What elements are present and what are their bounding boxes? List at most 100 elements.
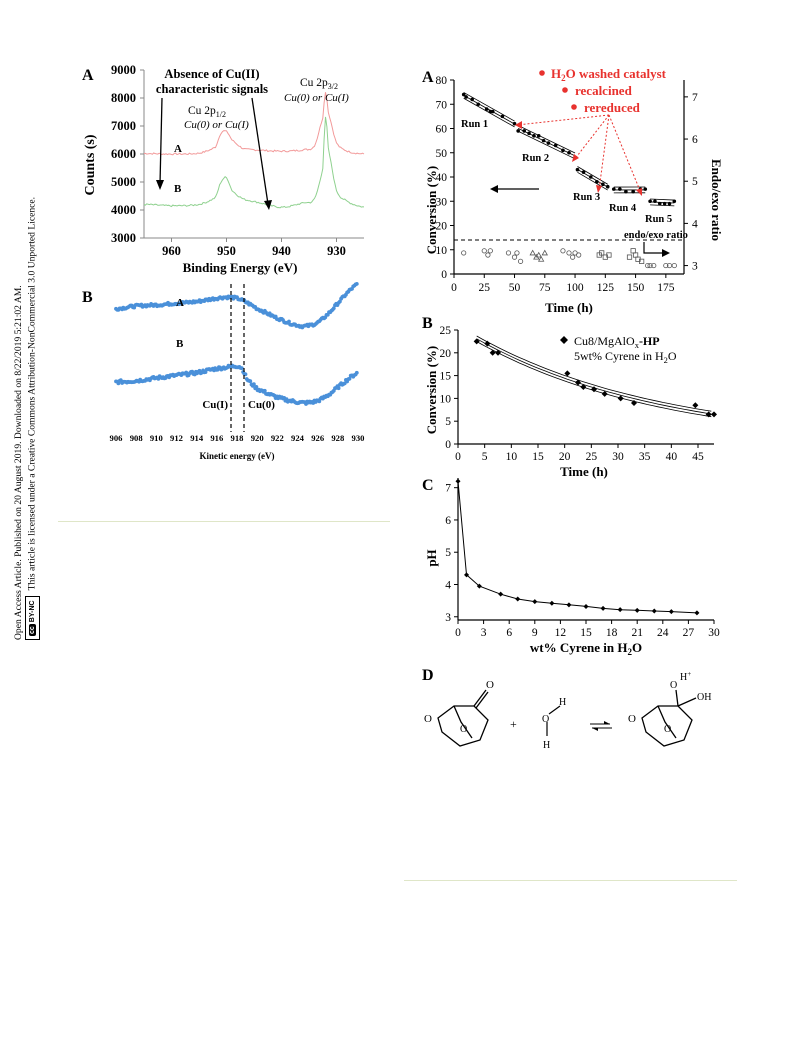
right-a-run-point: [516, 129, 520, 133]
right-a-run-point: [575, 167, 580, 172]
cc-by-nc-badge-icon[interactable]: ccBY-NC: [25, 596, 40, 640]
left-a-annot-2p32: Cu 2p3/2: [300, 77, 338, 91]
right-c-xticks: 0 3 6 9 12 15 18 21 24 27 30: [455, 620, 720, 639]
right-a-run-point: [595, 180, 599, 184]
right-a-letter: A: [422, 69, 434, 86]
cyrene-o-bridge: O: [460, 724, 467, 735]
left-a-arrow-1: [159, 97, 163, 185]
right-a-y2tick-label: 6: [692, 134, 698, 146]
right-c-ph-point: [694, 610, 700, 616]
left-a-xtick-label: 940: [272, 244, 291, 258]
right-b-point: [711, 411, 717, 418]
left-a-ytick-label: 5000: [111, 175, 136, 189]
right-b-letter: B: [422, 315, 433, 332]
right-b-xticks: 0 5 10 15 20 25 30 35 40 45: [455, 444, 704, 463]
right-a-y2tick-label: 3: [692, 261, 698, 273]
product-o-minus: O: [670, 680, 677, 691]
right-a-ylabel: Conversion (%): [424, 166, 439, 254]
right-a-run-point: [500, 114, 505, 119]
right-a-run-point: [532, 133, 536, 138]
right-c-xtick-label: 18: [606, 627, 618, 639]
right-a-run-point: [512, 121, 517, 126]
left-divider: [58, 521, 390, 522]
right-a-fit-line: [577, 166, 608, 185]
right-a-endo-exo-point: [570, 254, 576, 260]
right-c-xtick-label: 6: [506, 627, 512, 639]
right-b-point: [601, 390, 608, 397]
right-c-ph-point: [549, 600, 555, 606]
right-c-ph-line: [457, 481, 697, 614]
right-a-ytick-label: 80: [436, 75, 448, 87]
right-a-endo-exo-point: [599, 250, 605, 256]
right-a-y2tick-label: 5: [692, 176, 698, 188]
right-c-ph-point: [668, 609, 674, 615]
right-a-run-point: [536, 133, 541, 138]
right-a-endo-exo-point: [671, 262, 677, 269]
right-divider: [404, 880, 737, 881]
product-molecule: [641, 689, 697, 747]
left-b-xtick-label: 928: [331, 433, 345, 443]
right-a-endo-exo-point: [576, 252, 582, 258]
right-b-xtick-label: 0: [455, 451, 461, 463]
right-c-ph-point: [498, 591, 504, 597]
product-oh: OH: [697, 692, 711, 703]
left-b-xlabel: Kinetic energy (eV): [200, 451, 275, 461]
right-a-endo-exo-point: [481, 248, 487, 254]
right-b-point: [591, 386, 597, 393]
right-a-endo-exo-point: [461, 250, 467, 256]
left-b-series-B-point: [254, 385, 259, 389]
right-a-fit-line: [517, 127, 576, 157]
right-a-run-point: [653, 199, 657, 204]
right-a-y2label: Endo/exo ratio: [709, 159, 724, 241]
right-c-xlabel: wt% Cyrene in H2O: [530, 640, 642, 657]
right-c-ph-point: [515, 596, 521, 602]
water-molecule: [546, 705, 561, 736]
right-a-endo-exo-point: [566, 250, 572, 256]
right-b-point: [575, 379, 581, 386]
side-note-line1: Open Access Article. Published on 20 Aug…: [13, 285, 24, 640]
right-a-run-point: [541, 138, 546, 143]
left-b-series-label-a: A: [176, 297, 184, 309]
right-a-run-point: [567, 150, 571, 155]
right-a-y2tick-label: 4: [692, 218, 698, 230]
left-b-letter: B: [82, 289, 93, 306]
right-a-run-point: [601, 182, 605, 187]
left-b-xtick-label: 916: [210, 433, 224, 443]
right-a-red-arrows: [516, 114, 642, 194]
left-b-xtick-label: 920: [251, 433, 264, 443]
right-a-endo-exo-point: [537, 255, 545, 262]
right-c-xtick-label: 15: [580, 627, 592, 639]
right-d-letter: D: [422, 667, 434, 684]
right-a-fit-line: [650, 204, 675, 207]
left-panel-a-xps-chart: A Counts (s) 9000 8000 7000 6000 5000 4000 300…: [82, 63, 365, 275]
right-a-fit-line: [463, 92, 515, 122]
right-a-endo-exo-point: [606, 252, 612, 258]
left-a-annot-2p12-state: Cu(0) or Cu(I): [184, 119, 249, 131]
left-a-xticks: 960 950 940 930: [162, 238, 346, 258]
right-a-endo-exo-point: [647, 262, 653, 269]
right-a-run-point: [522, 129, 527, 133]
right-a-series: [461, 92, 677, 269]
right-a-run-point: [618, 187, 622, 191]
right-c-xtick-label: 21: [631, 627, 643, 639]
left-b-xtick-label: 924: [291, 433, 305, 443]
right-b-point: [692, 402, 699, 409]
right-a-endo-exo-point: [511, 254, 518, 260]
right-a-run-point: [672, 199, 677, 204]
right-a-endo-exo-point: [560, 248, 566, 254]
left-b-xtick-label: 906: [110, 433, 124, 443]
left-b-series-B-point: [184, 370, 189, 375]
right-a-xtick-label: 175: [657, 282, 675, 294]
right-a-run-point: [476, 102, 481, 107]
right-c-ph-point: [651, 608, 657, 614]
right-c-xtick-label: 12: [555, 627, 567, 639]
left-b-series-A-point: [331, 306, 336, 311]
right-a-endo-exo-point: [535, 251, 542, 258]
right-b-ytick-label: 5: [445, 416, 451, 428]
right-a-run-point: [553, 143, 558, 148]
left-a-ytick-label: 3000: [111, 231, 136, 245]
right-b-xlabel: Time (h): [560, 464, 608, 479]
right-a-ytick-label: 40: [436, 172, 448, 184]
right-a-right-arrowhead: [662, 249, 670, 257]
